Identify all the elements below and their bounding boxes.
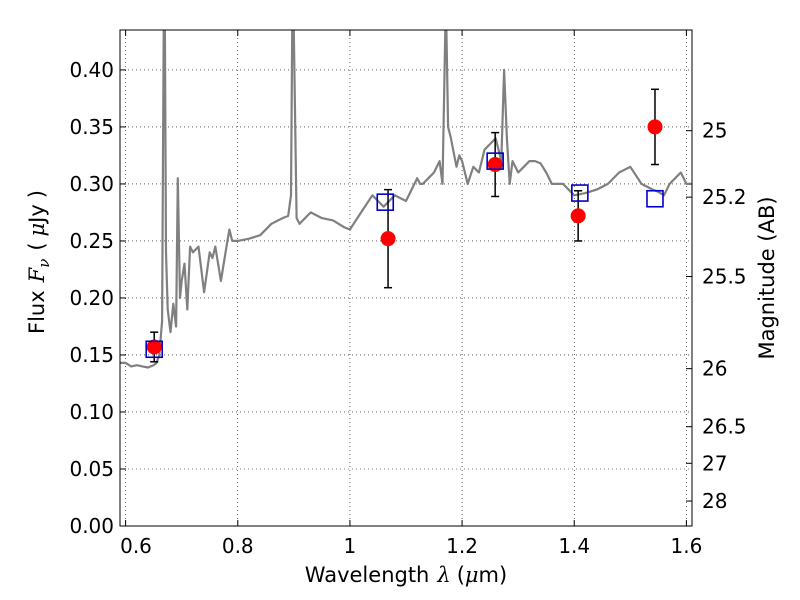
x-tick-label: 1.6	[670, 534, 702, 558]
synthetic-point	[486, 152, 504, 170]
y2-tick-label: 27	[702, 451, 727, 475]
y-tick-label: 0.25	[69, 229, 114, 253]
y2-tick-label: 26.5	[702, 415, 747, 439]
plot-frame	[119, 29, 693, 527]
y-axis-title: FluxFν(μJy)	[25, 190, 53, 334]
x-tick-label: 1.2	[446, 534, 478, 558]
ticks: 0.6 0.8 1 1.2 1.4 1.6 0.00 0.05 0.10 0.15 0.20 0.25…	[69, 30, 747, 558]
plot-area	[120, 30, 692, 369]
x-tick-label: 1.4	[558, 534, 590, 558]
photometry-point	[487, 157, 503, 173]
y2-tick-label: 28	[702, 489, 727, 513]
y2-tick-label: 25	[702, 119, 727, 143]
x-axis-title: Wavelength λ (μm)	[305, 563, 507, 587]
y-tick-label: 0.05	[69, 457, 114, 481]
photometry-point	[380, 231, 396, 247]
photometry-point	[570, 208, 586, 224]
y-tick-label: 0.35	[69, 115, 114, 139]
photometry-point	[146, 339, 162, 355]
spectrum-line	[120, 30, 692, 369]
x-tick-label: 0.8	[222, 534, 254, 558]
y-tick-label: 0.20	[69, 286, 114, 310]
x-tick-label: 1	[344, 534, 357, 558]
synthetic-point	[571, 184, 589, 202]
plot-background	[120, 30, 692, 526]
y2-axis-title: Magnitude (AB)	[755, 196, 779, 359]
y-tick-label: 0.10	[69, 400, 114, 424]
y2-tick-label: 25.2	[702, 185, 747, 209]
y-tick-label: 0.15	[69, 343, 114, 367]
synthetic-point	[145, 340, 164, 359]
photometry-point	[647, 119, 663, 135]
x-tick-label: 0.6	[120, 534, 152, 558]
y-tick-label: 0.30	[69, 172, 114, 196]
y2-tick-label: 26	[702, 357, 727, 381]
y2-tick-label: 25.5	[702, 265, 747, 289]
synthetic-point	[646, 189, 664, 208]
y-tick-label: 0.00	[69, 514, 114, 538]
y-tick-label: 0.40	[69, 58, 114, 82]
synthetic-point	[376, 193, 395, 211]
